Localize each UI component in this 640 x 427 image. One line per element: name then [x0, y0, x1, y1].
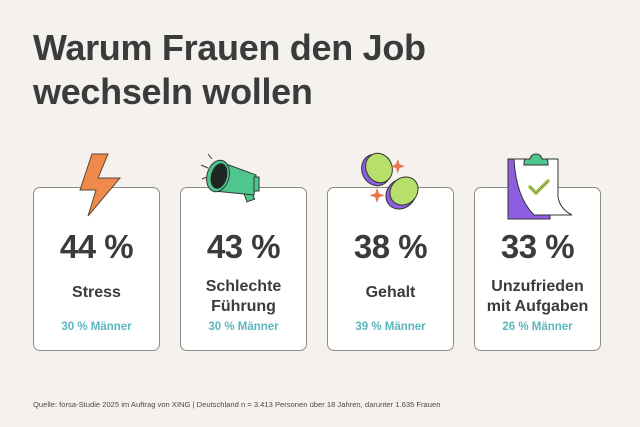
stat-card-stress: 44 % Stress 30 % Männer: [33, 187, 160, 351]
stat-label-line-2: Führung: [211, 298, 276, 315]
stat-label: Unzufrieden mit Aufgaben: [475, 277, 600, 317]
stat-card-gehalt: 38 % Gehalt 39 % Männer: [327, 187, 454, 351]
men-comparison: 30 % Männer: [61, 321, 132, 333]
stat-label-line-1: Unzufrieden: [491, 278, 584, 295]
men-comparison: 39 % Männer: [355, 321, 426, 333]
title-line-2: wechseln wollen: [33, 71, 313, 112]
lightning-icon: [79, 153, 122, 217]
title-line-1: Warum Frauen den Job: [33, 27, 426, 68]
men-comparison: 30 % Männer: [208, 321, 279, 333]
stat-percent: 38 %: [353, 228, 428, 265]
clipboard-check-icon: [507, 153, 573, 220]
stat-label: Stress: [72, 284, 121, 301]
megaphone-icon: [200, 153, 260, 203]
stat-label-line-1: Schlechte: [205, 278, 282, 295]
stat-percent: 43 %: [206, 228, 281, 265]
stat-label: Gehalt: [365, 284, 416, 301]
stat-label: Schlechte Führung: [181, 277, 306, 317]
page-title: Warum Frauen den Job wechseln wollen: [33, 26, 426, 114]
stat-percent: 33 %: [500, 228, 575, 265]
source-footnote: Quelle: forsa-Studie 2025 im Auftrag von…: [33, 400, 441, 409]
stat-percent: 44 %: [59, 228, 134, 265]
men-comparison: 26 % Männer: [502, 321, 573, 333]
stat-card-fuehrung: 43 % Schlechte Führung 30 % Männer: [180, 187, 307, 351]
stat-label-line-2: mit Aufgaben: [486, 298, 589, 315]
coins-icon: [361, 152, 419, 210]
stat-card-aufgaben: 33 % Unzufrieden mit Aufgaben 26 % Männe…: [474, 187, 601, 351]
